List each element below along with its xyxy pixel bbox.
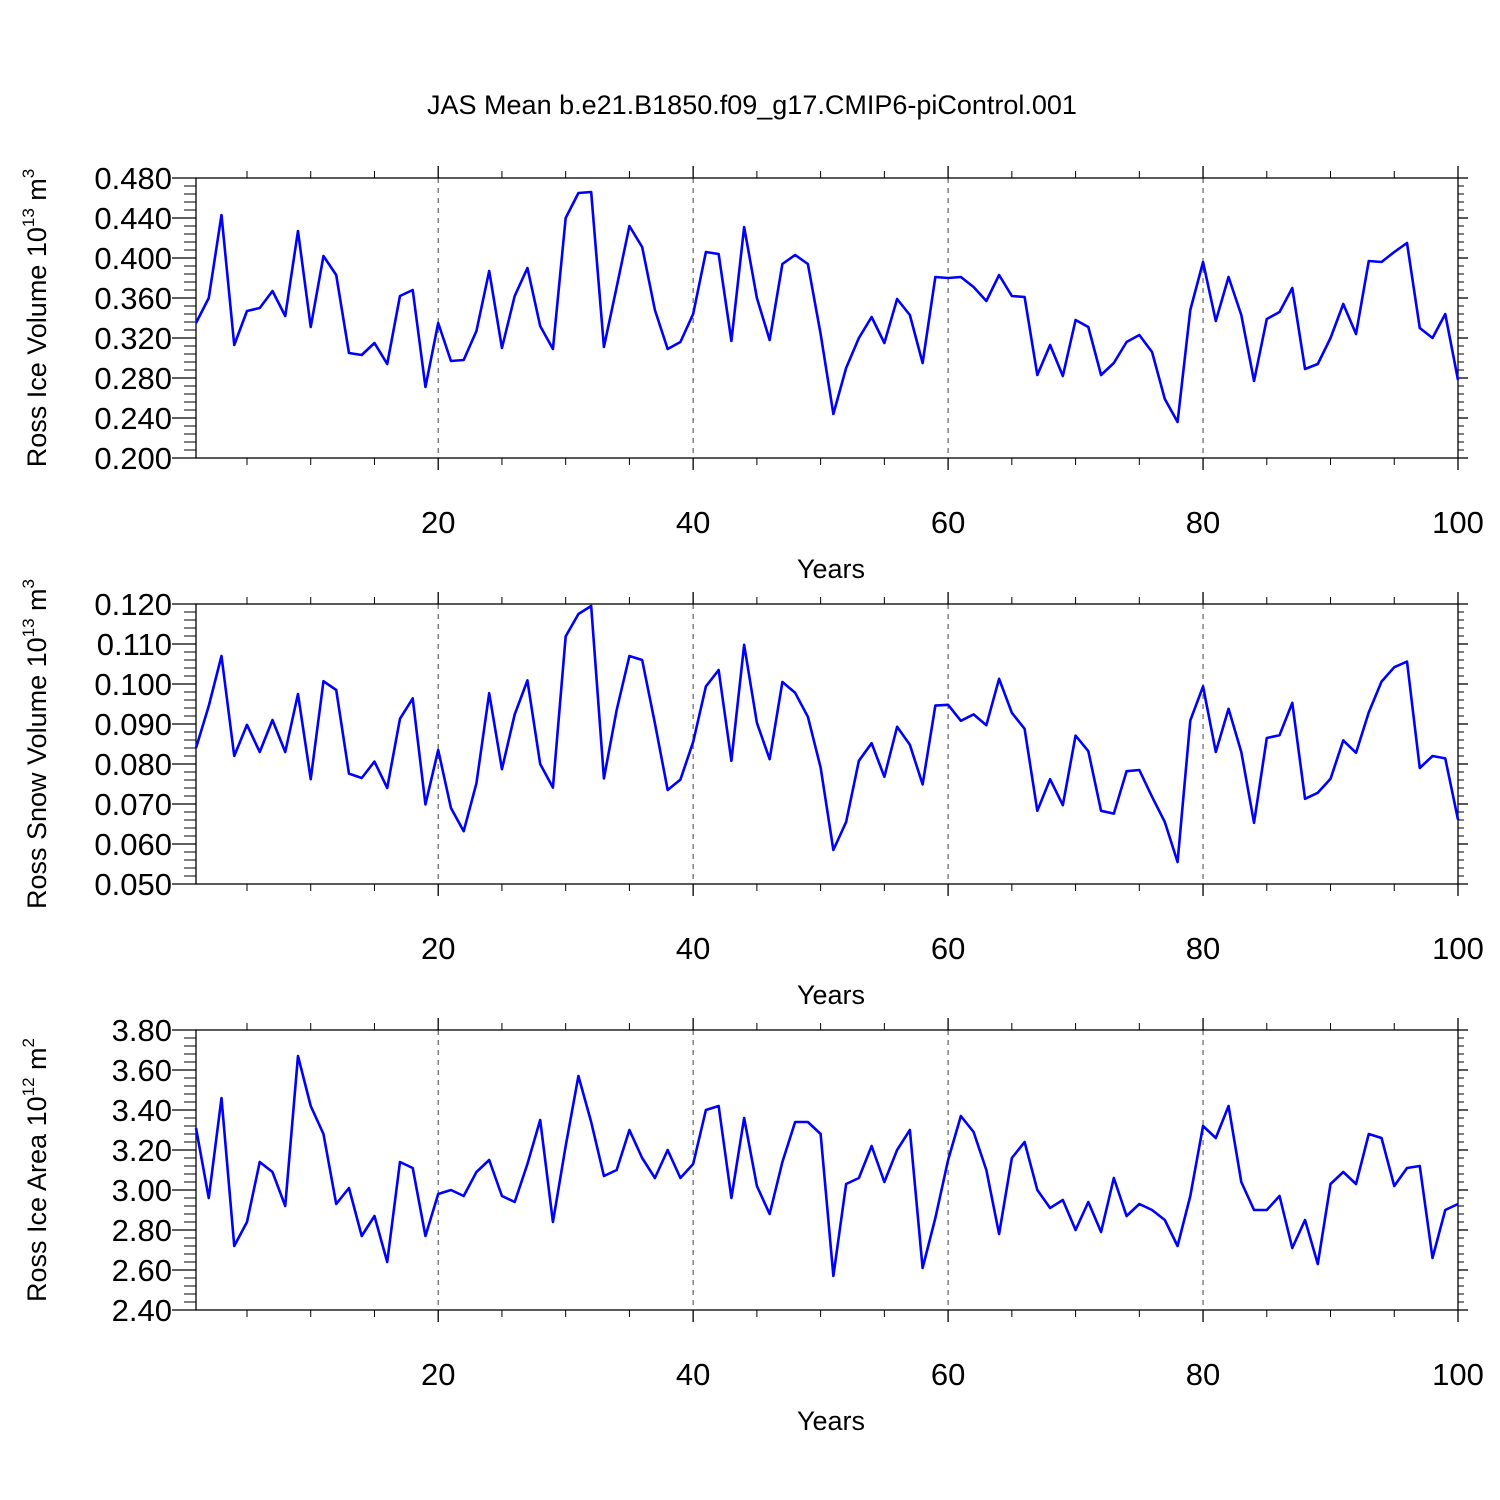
y-axis-label-part: m [22, 1047, 52, 1077]
x-tick-label: 40 [676, 505, 710, 540]
y-axis-label-part: m [22, 178, 52, 208]
x-tick-label: 60 [931, 505, 965, 540]
y-axis-label: Ross Snow Volume 1013 m3 [19, 579, 52, 909]
y-tick-label: 0.240 [94, 401, 172, 436]
x-tick-label: 40 [676, 931, 710, 966]
x-tick-label: 100 [1432, 505, 1484, 540]
y-axis-label-superscript: 3 [19, 579, 38, 588]
y-axis-label-superscript: 12 [19, 1077, 38, 1096]
y-tick-label: 3.20 [112, 1133, 172, 1168]
plot-frame [195, 603, 1459, 885]
y-tick-label: 0.280 [94, 361, 172, 396]
x-tick-label: 100 [1432, 1357, 1484, 1392]
y-tick-label: 0.120 [94, 587, 172, 622]
x-tick-label: 80 [1186, 505, 1220, 540]
y-tick-label: 0.200 [94, 441, 172, 476]
y-axis-label-part: Ross Snow Volume 10 [22, 637, 52, 909]
x-tick-label: 60 [931, 1357, 965, 1392]
y-axis-label-part: Ross Ice Volume 10 [22, 227, 52, 467]
series-line [194, 190, 1460, 424]
y-tick-label: 0.400 [94, 241, 172, 276]
y-tick-label: 3.80 [112, 1013, 172, 1048]
x-tick-label: 20 [421, 931, 455, 966]
series-line [194, 604, 1460, 864]
x-axis-label: Years [797, 1406, 865, 1436]
plot-frame [195, 1029, 1459, 1311]
x-tick-label: 40 [676, 1357, 710, 1392]
panels: 0.200 0.240 0.280 0.320 0.360 0.400 0.440 0.480… [19, 161, 1484, 1436]
x-tick-label: 20 [421, 505, 455, 540]
y-tick-label: 2.80 [112, 1213, 172, 1248]
x-axis-label: Years [797, 980, 865, 1010]
y-tick-label: 0.050 [94, 867, 172, 902]
y-tick-label: 0.360 [94, 281, 172, 316]
y-axis-label-superscript: 2 [19, 1038, 38, 1047]
y-tick-label: 0.320 [94, 321, 172, 356]
y-tick-label: 0.480 [94, 161, 172, 196]
y-tick-label: 2.40 [112, 1293, 172, 1328]
series-line [194, 1054, 1459, 1278]
y-axis-label-superscript: 13 [19, 208, 38, 227]
y-tick-label: 0.110 [97, 627, 172, 662]
y-tick-label: 3.60 [112, 1053, 172, 1088]
panel-2: 0.050 0.060 0.070 0.080 0.090 0.100 0.110 0.120… [19, 579, 1484, 1010]
y-tick-label: 3.00 [112, 1173, 172, 1208]
panel-3: 2.40 2.60 2.80 3.00 3.20 3.40 3.60 3.80 20 40 60 80… [19, 1013, 1484, 1436]
y-axis-label-superscript: 3 [19, 169, 38, 178]
x-tick-label: 80 [1186, 1357, 1220, 1392]
y-tick-label: 0.090 [94, 707, 172, 742]
x-axis-label: Years [797, 554, 865, 584]
y-axis-label-part: m [22, 588, 52, 618]
panel-1: 0.200 0.240 0.280 0.320 0.360 0.400 0.440 0.480… [19, 161, 1484, 584]
plot-frame [195, 177, 1459, 459]
y-tick-label: 0.440 [94, 201, 172, 236]
y-tick-label: 3.40 [112, 1093, 172, 1128]
x-tick-label: 20 [421, 1357, 455, 1392]
x-tick-label: 60 [931, 931, 965, 966]
y-axis-label-part: Ross Ice Area 10 [22, 1096, 52, 1302]
y-axis-label: Ross Ice Volume 1013 m3 [19, 169, 52, 468]
y-tick-label: 0.070 [94, 787, 172, 822]
x-tick-label: 80 [1186, 931, 1220, 966]
y-tick-label: 0.100 [94, 667, 172, 702]
y-axis-label: Ross Ice Area 1012 m2 [19, 1038, 52, 1302]
y-tick-label: 2.60 [112, 1253, 172, 1288]
x-tick-label: 100 [1432, 931, 1484, 966]
y-tick-label: 0.080 [94, 747, 172, 782]
y-axis-label-superscript: 13 [19, 618, 38, 637]
figure-title: JAS Mean b.e21.B1850.f09_g17.CMIP6-piCon… [427, 90, 1077, 120]
y-tick-label: 0.060 [94, 827, 172, 862]
